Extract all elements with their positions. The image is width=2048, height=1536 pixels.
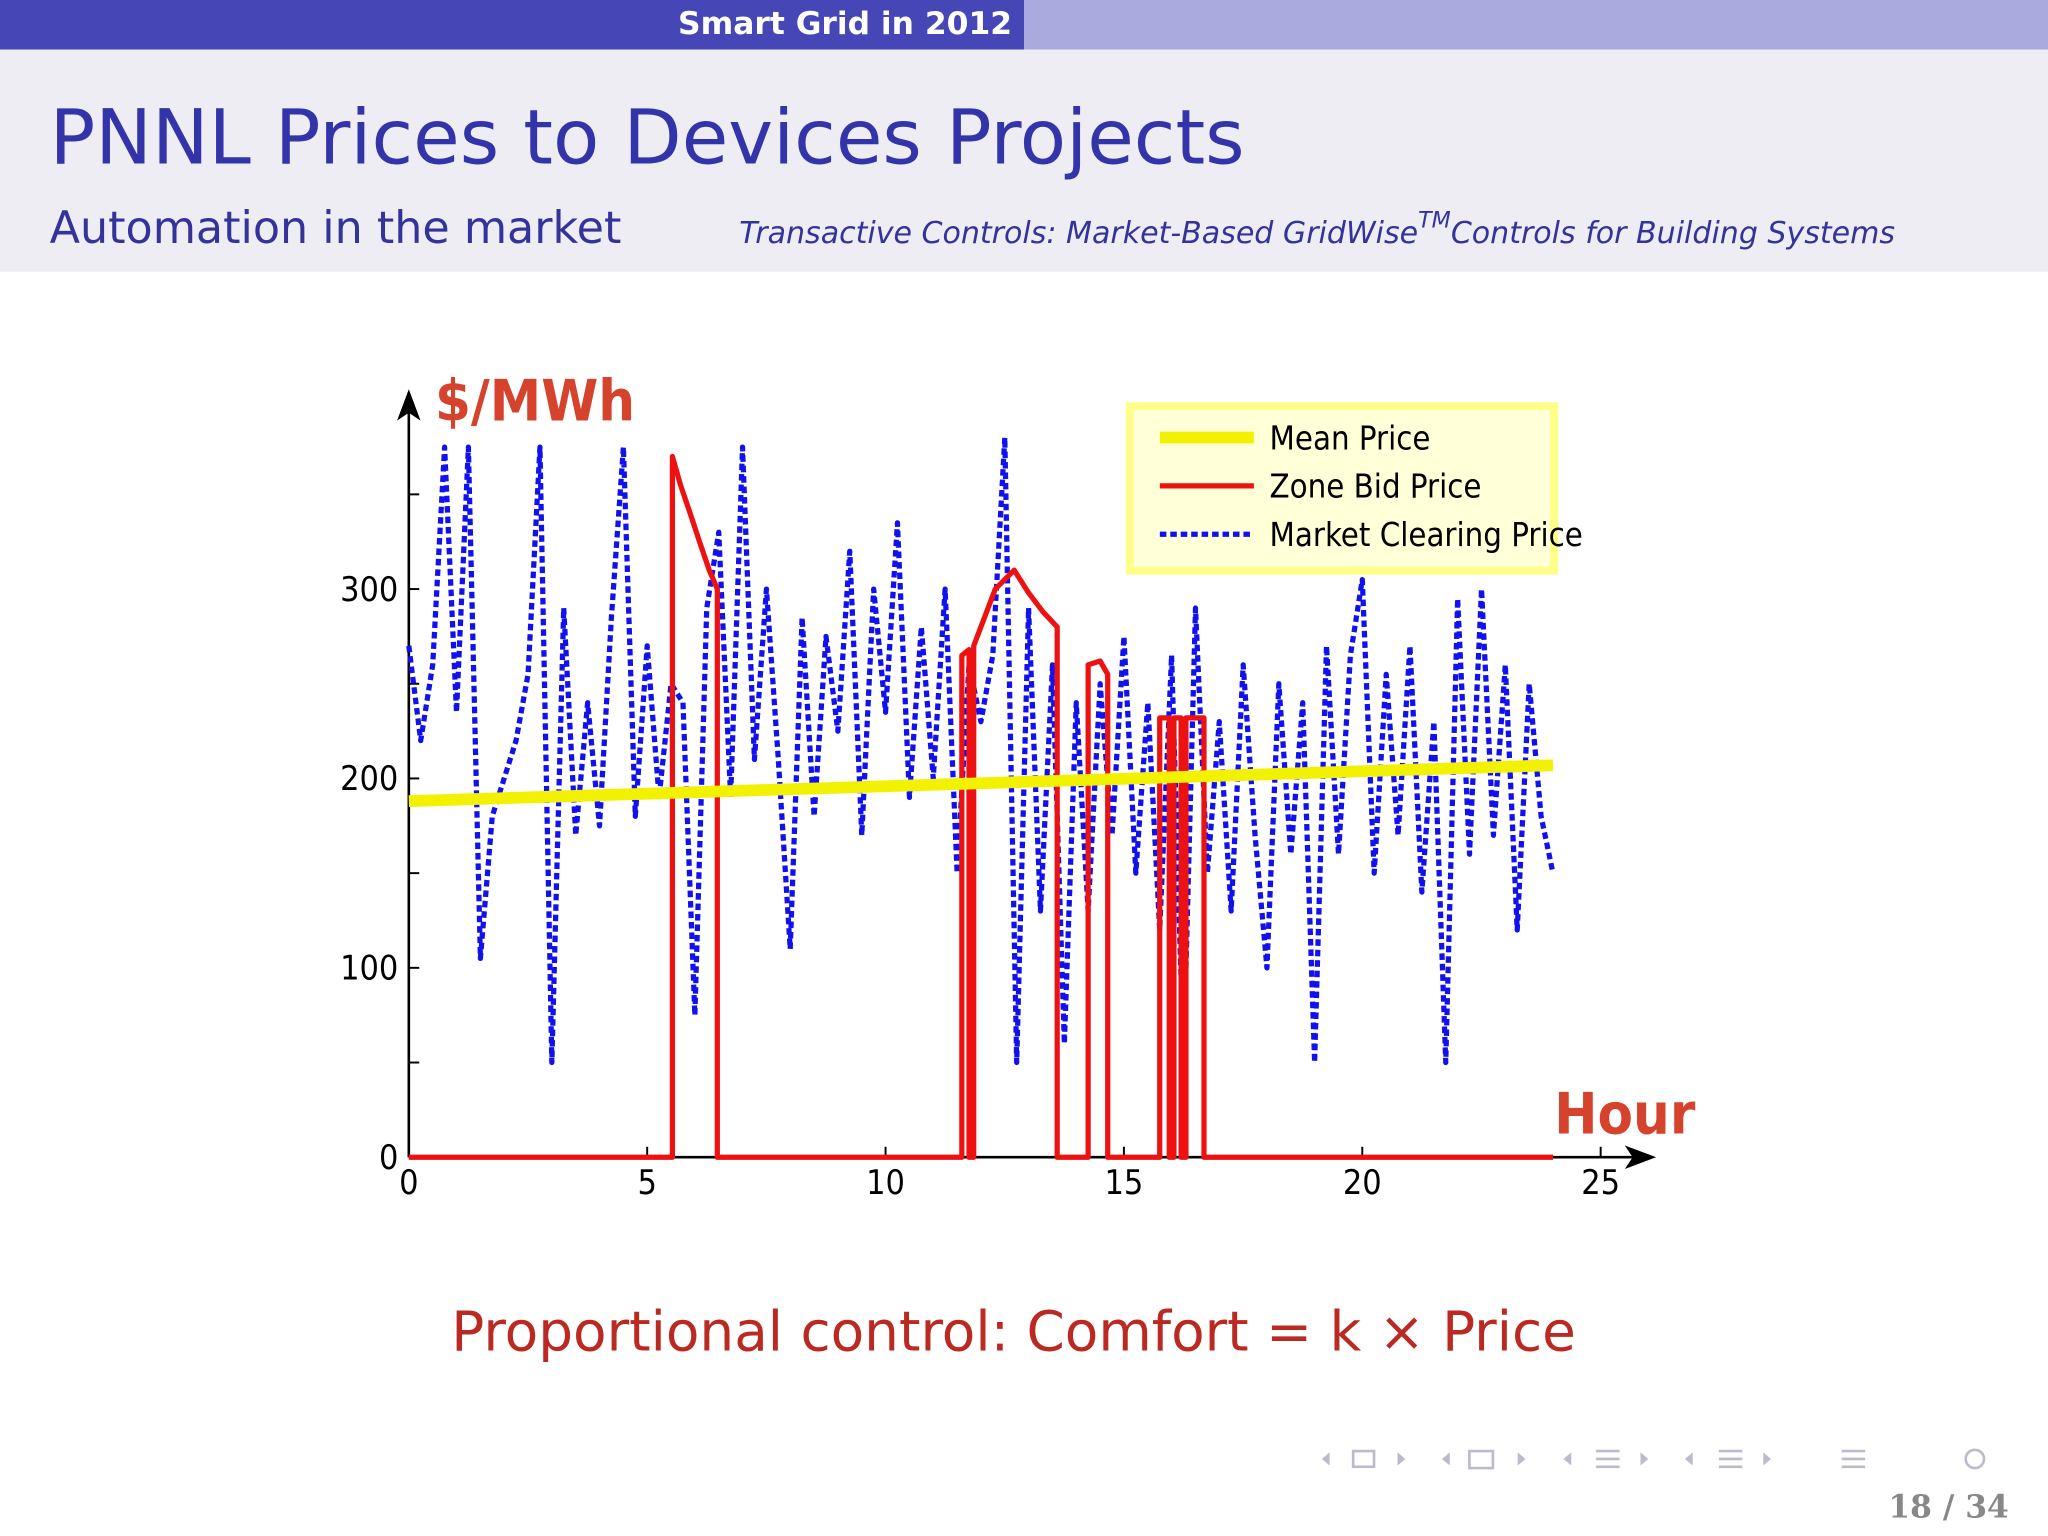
reference-text: Transactive Controls: Market-Based GridW… <box>739 216 1418 251</box>
legend-label: Zone Bid Price <box>1270 468 1482 506</box>
x-axis-label: Hour <box>1554 1081 1696 1148</box>
page-number: 18 / 34 <box>1888 1490 2008 1526</box>
x-tick-label: 15 <box>1104 1163 1143 1203</box>
title-band <box>0 49 2048 272</box>
y-axis-arrow <box>397 389 421 421</box>
header-left-bar <box>0 0 1024 50</box>
series-line <box>406 434 1556 1066</box>
y-tick-label: 100 <box>340 949 398 989</box>
nav-arrows <box>1321 1452 1772 1466</box>
series-line <box>408 453 1553 1160</box>
x-tick-label: 10 <box>866 1163 905 1203</box>
navigation-icons <box>1321 1448 1986 1470</box>
y-tick-label: 200 <box>340 759 398 799</box>
legend-label: Mean Price <box>1270 419 1431 457</box>
nav-subsection <box>1468 1449 1495 1470</box>
nav-frame <box>1351 1449 1376 1469</box>
series-line <box>408 759 1554 808</box>
nav-search <box>1964 1448 1986 1470</box>
slide-subtitle: Automation in the market <box>50 203 622 254</box>
x-tick-label: 20 <box>1343 1163 1382 1203</box>
caption: Proportional control: Comfort = k × Pric… <box>451 1300 1576 1364</box>
y-tick-label: 300 <box>340 570 398 610</box>
y-tick-label: 0 <box>379 1138 398 1178</box>
reference-text: Controls for Building Systems <box>1451 216 1896 251</box>
trademark: TM <box>1418 207 1451 233</box>
reference: Transactive Controls: Market-Based GridW… <box>739 207 1895 251</box>
legend-label: Market Clearing Price <box>1270 516 1583 554</box>
nav-sections <box>1596 1449 1866 1469</box>
x-axis-arrow <box>1624 1145 1657 1169</box>
x-tick-label: 0 <box>399 1163 418 1203</box>
header-right-bar <box>1024 0 2048 50</box>
x-tick-label: 5 <box>637 1163 656 1203</box>
x-tick-label: 25 <box>1581 1163 1620 1203</box>
y-axis-label: $/MWh <box>435 368 635 435</box>
section-title: Smart Grid in 2012 <box>678 6 1012 42</box>
slide-title: PNNL Prices to Devices Projects <box>50 93 1245 181</box>
